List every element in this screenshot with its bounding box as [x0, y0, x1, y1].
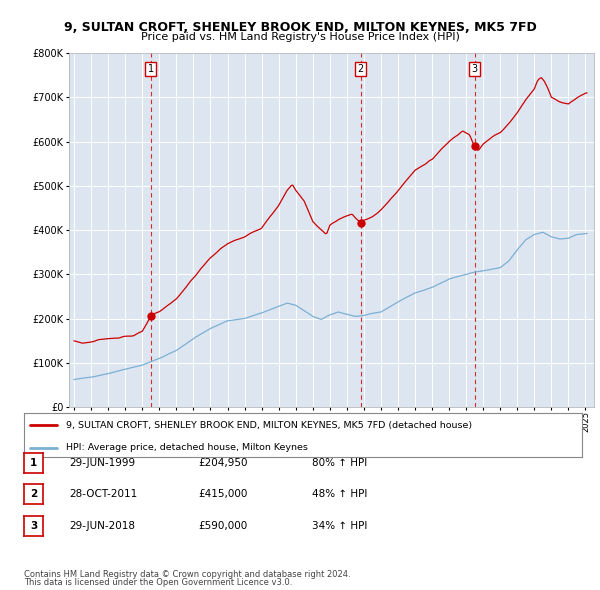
Text: £590,000: £590,000: [198, 521, 247, 530]
Text: 9, SULTAN CROFT, SHENLEY BROOK END, MILTON KEYNES, MK5 7FD: 9, SULTAN CROFT, SHENLEY BROOK END, MILT…: [64, 21, 536, 34]
Text: 3: 3: [30, 521, 37, 530]
Text: 80% ↑ HPI: 80% ↑ HPI: [312, 458, 367, 468]
Text: 28-OCT-2011: 28-OCT-2011: [69, 490, 137, 499]
Text: 29-JUN-2018: 29-JUN-2018: [69, 521, 135, 530]
Text: 48% ↑ HPI: 48% ↑ HPI: [312, 490, 367, 499]
Text: This data is licensed under the Open Government Licence v3.0.: This data is licensed under the Open Gov…: [24, 578, 292, 587]
Text: £204,950: £204,950: [198, 458, 248, 468]
Text: 2: 2: [358, 64, 364, 74]
Text: 9, SULTAN CROFT, SHENLEY BROOK END, MILTON KEYNES, MK5 7FD (detached house): 9, SULTAN CROFT, SHENLEY BROOK END, MILT…: [66, 421, 472, 430]
Text: 34% ↑ HPI: 34% ↑ HPI: [312, 521, 367, 530]
Text: HPI: Average price, detached house, Milton Keynes: HPI: Average price, detached house, Milt…: [66, 443, 308, 452]
Text: 1: 1: [148, 64, 154, 74]
Text: 1: 1: [30, 458, 37, 468]
Text: £415,000: £415,000: [198, 490, 247, 499]
Text: Contains HM Land Registry data © Crown copyright and database right 2024.: Contains HM Land Registry data © Crown c…: [24, 571, 350, 579]
Text: 29-JUN-1999: 29-JUN-1999: [69, 458, 135, 468]
Text: 3: 3: [472, 64, 478, 74]
Text: 2: 2: [30, 490, 37, 499]
Text: Price paid vs. HM Land Registry's House Price Index (HPI): Price paid vs. HM Land Registry's House …: [140, 32, 460, 42]
